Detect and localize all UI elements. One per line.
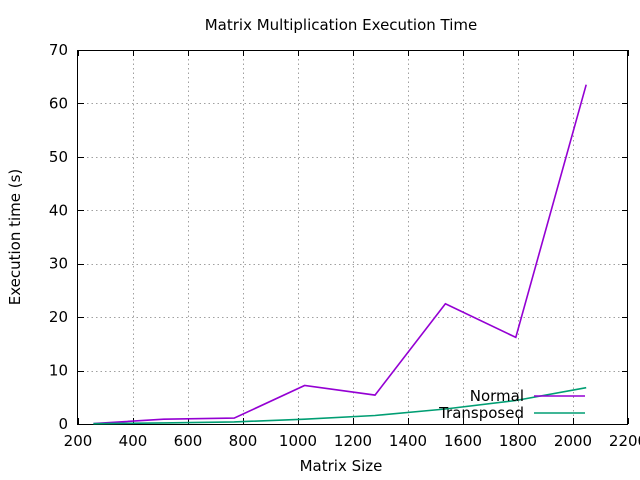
x-tick-label: 800: [229, 432, 258, 450]
x-tick-label: 1800: [499, 432, 537, 450]
series-line-normal: [93, 84, 587, 425]
legend-label-transposed: Transposed: [438, 404, 524, 422]
x-tick-label: 1400: [389, 432, 427, 450]
x-tick-label: 200: [64, 432, 93, 450]
plot-area: [77, 50, 628, 425]
y-tick-label: 60: [49, 94, 68, 112]
axis-ticks: [78, 50, 629, 425]
y-axis-label: Execution time (s): [6, 169, 24, 306]
x-tick-label: 1600: [444, 432, 482, 450]
y-tick-label: 50: [49, 148, 68, 166]
x-tick-label: 1000: [279, 432, 317, 450]
legend-label-normal: Normal: [470, 387, 524, 405]
x-tick-label: 1200: [334, 432, 372, 450]
y-tick-label: 30: [49, 255, 68, 273]
y-tick-label: 0: [58, 415, 68, 433]
y-tick-label: 10: [49, 362, 68, 380]
chart-title: Matrix Multiplication Execution Time: [205, 16, 478, 34]
tick-labels: 200 400 600 800 1000 1200 1400 1600 1800 2000 220 0…: [49, 41, 640, 450]
grid: [78, 50, 628, 424]
y-tick-label: 20: [49, 308, 68, 326]
y-tick-label: 70: [49, 41, 68, 59]
x-axis-label: Matrix Size: [300, 457, 383, 475]
x-tick-label: 2000: [554, 432, 592, 450]
series: [93, 84, 587, 425]
series-line-transposed: [93, 386, 587, 425]
x-tick-label: 600: [174, 432, 203, 450]
x-tick-label: 400: [119, 432, 148, 450]
y-tick-label: 40: [49, 201, 68, 219]
